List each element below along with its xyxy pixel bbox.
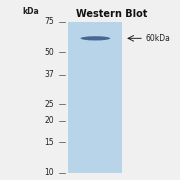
- Bar: [68, 22, 122, 173]
- Text: 10: 10: [44, 168, 54, 177]
- Text: 25: 25: [44, 100, 54, 109]
- Text: 60kDa: 60kDa: [146, 34, 171, 43]
- Text: 37: 37: [44, 70, 54, 79]
- Text: 50: 50: [44, 48, 54, 57]
- Text: Western Blot: Western Blot: [76, 9, 147, 19]
- Text: 15: 15: [44, 138, 54, 147]
- Text: kDa: kDa: [23, 7, 40, 16]
- Text: 75: 75: [44, 17, 54, 26]
- Ellipse shape: [81, 36, 110, 40]
- Text: 20: 20: [44, 116, 54, 125]
